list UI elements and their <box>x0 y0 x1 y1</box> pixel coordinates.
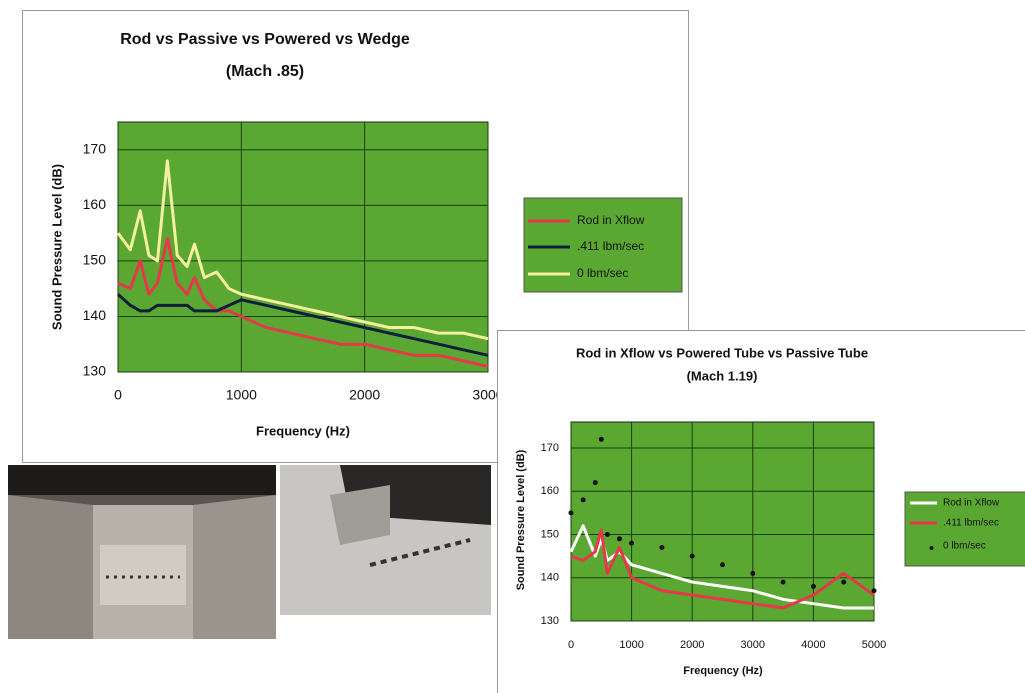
photo-top <box>8 465 276 495</box>
chart: Rod vs Passive vs Powered vs Wedge (Mach… <box>22 10 689 463</box>
x-tick-label: 3000 <box>741 639 765 651</box>
legend-label: .411 lbm/sec <box>943 518 999 529</box>
data-point <box>841 579 847 585</box>
chart: Rod in Xflow vs Powered Tube vs Passive … <box>497 330 1025 693</box>
x-tick-label: 4000 <box>801 639 825 651</box>
photo-tube <box>280 465 491 615</box>
photo-wedge <box>330 485 390 545</box>
y-tick-label: 150 <box>541 528 559 540</box>
legend-label: 0 lbm/sec <box>943 541 986 552</box>
data-point <box>568 510 574 516</box>
legend-box <box>523 197 683 293</box>
y-axis-label: Sound Pressure Level (dB) <box>49 164 64 330</box>
data-point <box>780 579 786 585</box>
legend-label: 0 lbm/sec <box>577 266 628 280</box>
y-tick-label: 130 <box>83 363 107 379</box>
series-line <box>117 237 489 368</box>
series-line <box>570 528 875 610</box>
legend-symbol <box>929 546 934 550</box>
data-point <box>616 536 622 542</box>
y-tick-label: 150 <box>83 252 107 268</box>
x-tick-label: 3000 <box>472 387 503 403</box>
data-point <box>629 540 635 546</box>
data-point <box>871 588 877 594</box>
y-tick-label: 170 <box>541 442 559 454</box>
legend-label: Rod in Xflow <box>577 213 645 227</box>
y-axis-label: Sound Pressure Level (dB) <box>515 449 527 590</box>
data-point <box>598 436 604 442</box>
data-point <box>592 480 598 486</box>
y-tick-label: 160 <box>541 485 559 497</box>
data-point <box>750 570 756 576</box>
chart-subtitle: (Mach 1.19) <box>687 368 758 383</box>
x-tick-label: 2000 <box>349 387 380 403</box>
data-point <box>720 562 725 568</box>
photo-wall <box>193 495 276 639</box>
data-point <box>659 544 665 550</box>
legend-label: .411 lbm/sec <box>577 239 644 253</box>
chart-subtitle: (Mach .85) <box>226 63 304 80</box>
chart-title: Rod vs Passive vs Powered vs Wedge <box>120 31 410 48</box>
y-tick-label: 160 <box>83 196 107 212</box>
photo-channel <box>8 465 276 639</box>
x-tick-label: 1000 <box>226 387 257 403</box>
x-axis-label: Frequency (Hz) <box>256 423 350 438</box>
series-line <box>116 159 489 341</box>
data-point <box>689 553 695 559</box>
legend-label: Rod in Xflow <box>943 498 1000 509</box>
series-line <box>116 293 489 357</box>
x-tick-label: 0 <box>114 387 122 403</box>
x-tick-label: 5000 <box>862 639 886 651</box>
x-tick-label: 2000 <box>680 639 704 651</box>
plot-area <box>570 421 875 622</box>
data-point <box>580 497 586 503</box>
data-point <box>810 583 816 589</box>
y-tick-label: 140 <box>541 572 559 584</box>
photo-panel <box>100 545 186 605</box>
y-tick-label: 130 <box>541 615 559 627</box>
photo-wall <box>8 495 93 639</box>
x-axis-label: Frequency (Hz) <box>683 665 763 677</box>
x-tick-label: 0 <box>568 639 574 651</box>
data-point <box>604 531 610 537</box>
y-tick-label: 140 <box>83 307 107 323</box>
x-tick-label: 1000 <box>619 639 643 651</box>
chart-title: Rod in Xflow vs Powered Tube vs Passive … <box>576 345 868 360</box>
series-line <box>569 524 874 610</box>
y-tick-label: 170 <box>83 140 107 156</box>
